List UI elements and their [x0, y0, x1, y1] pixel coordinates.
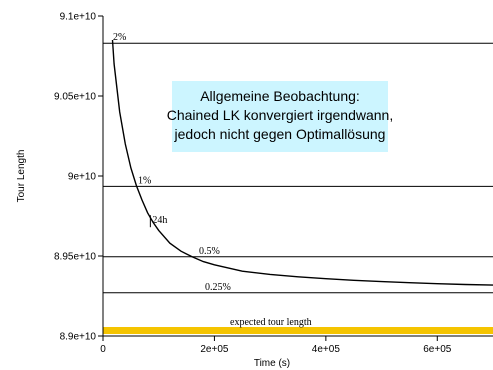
reference-line-label: 0.5%	[199, 246, 220, 257]
callout-line-2: Chained LK konvergiert irgendwann,	[167, 107, 393, 123]
reference-lines	[103, 42, 493, 294]
reference-line-label: expected tour length	[230, 317, 312, 328]
y-axis-label: Tour Length	[16, 150, 27, 203]
reference-line-label: 0.25%	[205, 282, 231, 293]
series-line	[111, 39, 493, 286]
y-tick-label: 8.95e+10	[54, 252, 96, 263]
callout-background	[172, 81, 388, 152]
ticks: 8.9e+10 8.95e+10 9e+10 9.05e+10 9.1e+10 0 2e+0…	[54, 12, 452, 356]
reference-line-label: 2%	[113, 32, 126, 43]
series-layer	[111, 39, 493, 286]
line-labels: 2% 1% 0.5% 0.25% expected tour length 24h	[113, 32, 312, 328]
axes	[102, 16, 493, 337]
y-tick-label: 9.1e+10	[60, 12, 97, 23]
x-tick-label: 2e+05	[200, 344, 229, 355]
observation-callout: Allgemeine Beobachtung: Chained LK konve…	[167, 81, 393, 152]
highlight-layer	[103, 327, 493, 334]
y-tick-label: 8.9e+10	[60, 332, 97, 343]
annotation-label: 24h	[152, 215, 167, 226]
y-tick-label: 9e+10	[68, 172, 97, 183]
expected-length-highlight	[103, 327, 493, 334]
callout-line-3: jedoch nicht gegen Optimallösung	[174, 126, 386, 142]
callout-line-1: Allgemeine Beobachtung:	[200, 88, 360, 104]
x-axis-label: Time (s)	[254, 358, 290, 369]
y-tick-label: 9.05e+10	[54, 92, 96, 103]
x-tick-label: 4e+05	[312, 344, 341, 355]
x-tick-label: 0	[100, 344, 106, 355]
x-tick-label: 6e+05	[423, 344, 452, 355]
reference-line-label: 1%	[138, 175, 151, 186]
